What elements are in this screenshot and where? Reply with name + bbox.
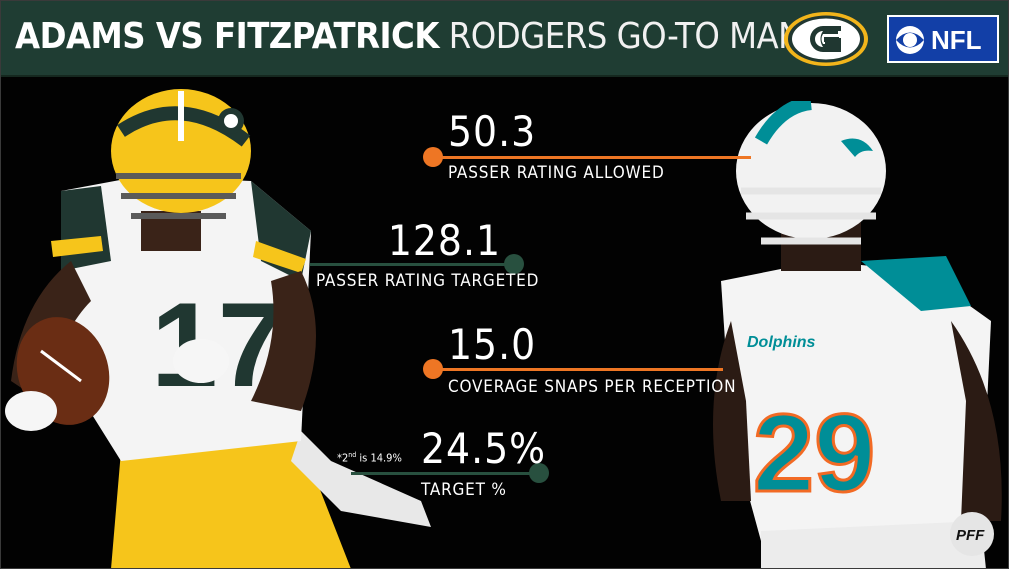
stat-target-percent: 24.5% TARGET % (421, 424, 547, 501)
cbs-nfl-logo: NFL (887, 15, 999, 63)
stat-coverage-snaps-per-reception: 15.0 COVERAGE SNAPS PER RECEPTION (448, 320, 737, 398)
stat-1-label: PASSER RATING ALLOWED (448, 163, 665, 183)
stat-passer-rating-allowed: 50.3 PASSER RATING ALLOWED (448, 107, 665, 184)
stat-4-value: 24.5% (421, 424, 547, 473)
header-bar: ADAMS VS FITZPATRICK RODGERS GO-TO MAN N… (1, 1, 1008, 77)
stat-1-line (433, 156, 751, 159)
title-bold: ADAMS VS FITZPATRICK (15, 16, 439, 57)
stat-1-value: 50.3 (448, 107, 537, 156)
title-light: RODGERS GO-TO MAN (448, 16, 803, 57)
stat-1-dot (423, 147, 443, 167)
page-title: ADAMS VS FITZPATRICK RODGERS GO-TO MAN (15, 15, 802, 59)
nfl-logo-text: NFL (931, 25, 982, 55)
cbs-eye-icon (896, 26, 924, 54)
stat-2-line (310, 263, 510, 266)
stat-4-line (351, 472, 539, 475)
stat-3-label: COVERAGE SNAPS PER RECEPTION (448, 377, 737, 397)
right-player-image: 29 Dolphins (713, 101, 1002, 568)
stat-4-dot (529, 463, 549, 483)
stat-4-label: TARGET % (421, 480, 507, 500)
packers-g-logo (784, 12, 868, 66)
stat-3-line (433, 368, 723, 371)
stat-2-label: PASSER RATING TARGETED (316, 271, 540, 291)
stat-3-dot (423, 359, 443, 379)
stat-2-dot (504, 254, 524, 274)
footnote-suffix: is 14.9% (356, 451, 402, 465)
stat-2-value: 128.1 (387, 216, 501, 265)
pff-logo: PFF (950, 512, 994, 556)
stat-3-value: 15.0 (448, 320, 537, 369)
right-jersey-number: 29 (753, 392, 875, 515)
svg-text:PFF: PFF (956, 527, 985, 544)
footnote-sup: nd (348, 451, 357, 459)
left-player-image: 17 (5, 89, 431, 568)
right-jersey-text: Dolphins (747, 334, 816, 351)
stat-passer-rating-targeted: 128.1 PASSER RATING TARGETED (316, 216, 540, 292)
footnote-prefix: *2 (337, 451, 349, 465)
target-footnote: *2nd is 14.9% (337, 451, 402, 465)
